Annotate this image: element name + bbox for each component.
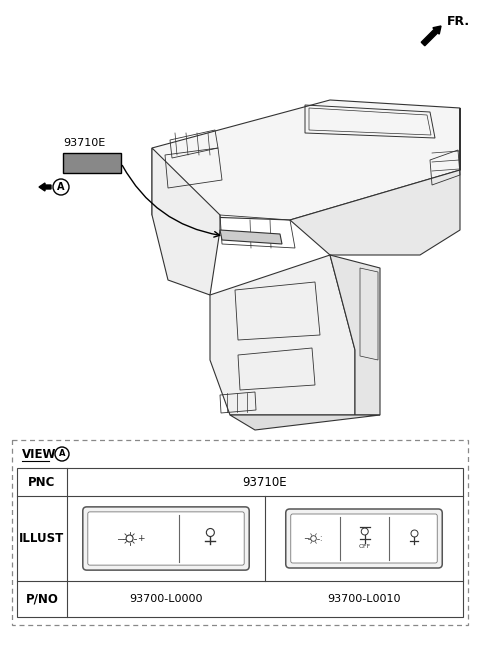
Text: 93710E: 93710E <box>63 138 105 148</box>
FancyBboxPatch shape <box>63 153 121 173</box>
FancyBboxPatch shape <box>291 514 437 563</box>
FancyBboxPatch shape <box>286 509 442 568</box>
FancyArrow shape <box>421 26 441 46</box>
Text: 93710E: 93710E <box>243 476 288 489</box>
Polygon shape <box>330 255 380 415</box>
Polygon shape <box>152 148 220 295</box>
Text: :: : <box>319 534 322 543</box>
Text: VIEW: VIEW <box>22 447 57 461</box>
Polygon shape <box>230 415 380 430</box>
Text: OFF: OFF <box>359 544 371 549</box>
FancyBboxPatch shape <box>83 507 249 570</box>
FancyBboxPatch shape <box>88 512 244 565</box>
Bar <box>17 468 463 617</box>
Text: +: + <box>137 534 144 543</box>
Text: ILLUST: ILLUST <box>19 532 65 545</box>
Text: 93700-L0010: 93700-L0010 <box>327 594 401 604</box>
Text: A: A <box>59 449 65 459</box>
Text: 93700-L0000: 93700-L0000 <box>129 594 203 604</box>
FancyArrow shape <box>39 183 51 191</box>
Bar <box>12 440 468 625</box>
Text: −: − <box>116 534 123 543</box>
Polygon shape <box>290 108 460 255</box>
Text: A: A <box>57 182 65 192</box>
Text: −: − <box>303 534 310 543</box>
Text: FR.: FR. <box>447 15 470 28</box>
Text: PNC: PNC <box>28 476 56 489</box>
Polygon shape <box>220 230 282 244</box>
Polygon shape <box>152 100 460 220</box>
Text: P/NO: P/NO <box>25 593 59 606</box>
Polygon shape <box>210 255 355 415</box>
